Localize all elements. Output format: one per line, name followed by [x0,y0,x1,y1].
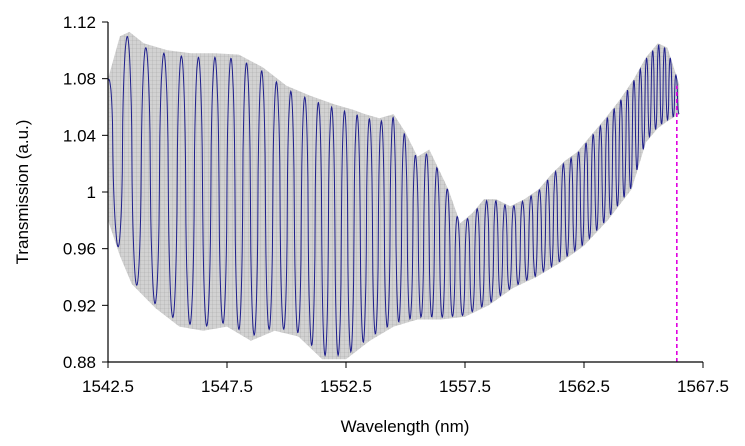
y-tick-label: 0.96 [63,240,96,259]
transmission-trace [108,35,680,358]
x-ticks: 1542.5 1547.5 1552.5 1557.5 1562.5 1567.5 [82,362,729,396]
y-tick-label: 1.04 [63,126,96,145]
x-tick-label: 1557.5 [439,377,491,396]
transmission-envelope-area [108,31,680,360]
x-tick-label: 1562.5 [558,377,610,396]
y-tick-label: 0.92 [63,296,96,315]
y-tick-label: 1.08 [63,70,96,89]
x-tick-label: 1552.5 [320,377,372,396]
y-ticks: 0.88 0.92 0.96 1 1.04 1.08 1.12 [63,13,108,372]
x-tick-label: 1567.5 [677,377,729,396]
y-axis-title: Transmission (a.u.) [13,120,32,265]
y-tick-label: 0.88 [63,353,96,372]
x-axis-title: Wavelength (nm) [341,417,470,436]
plot-area [108,31,680,362]
y-tick-label: 1.12 [63,13,96,32]
x-tick-label: 1542.5 [82,377,134,396]
y-tick-label: 1 [87,183,96,202]
x-tick-label: 1547.5 [201,377,253,396]
